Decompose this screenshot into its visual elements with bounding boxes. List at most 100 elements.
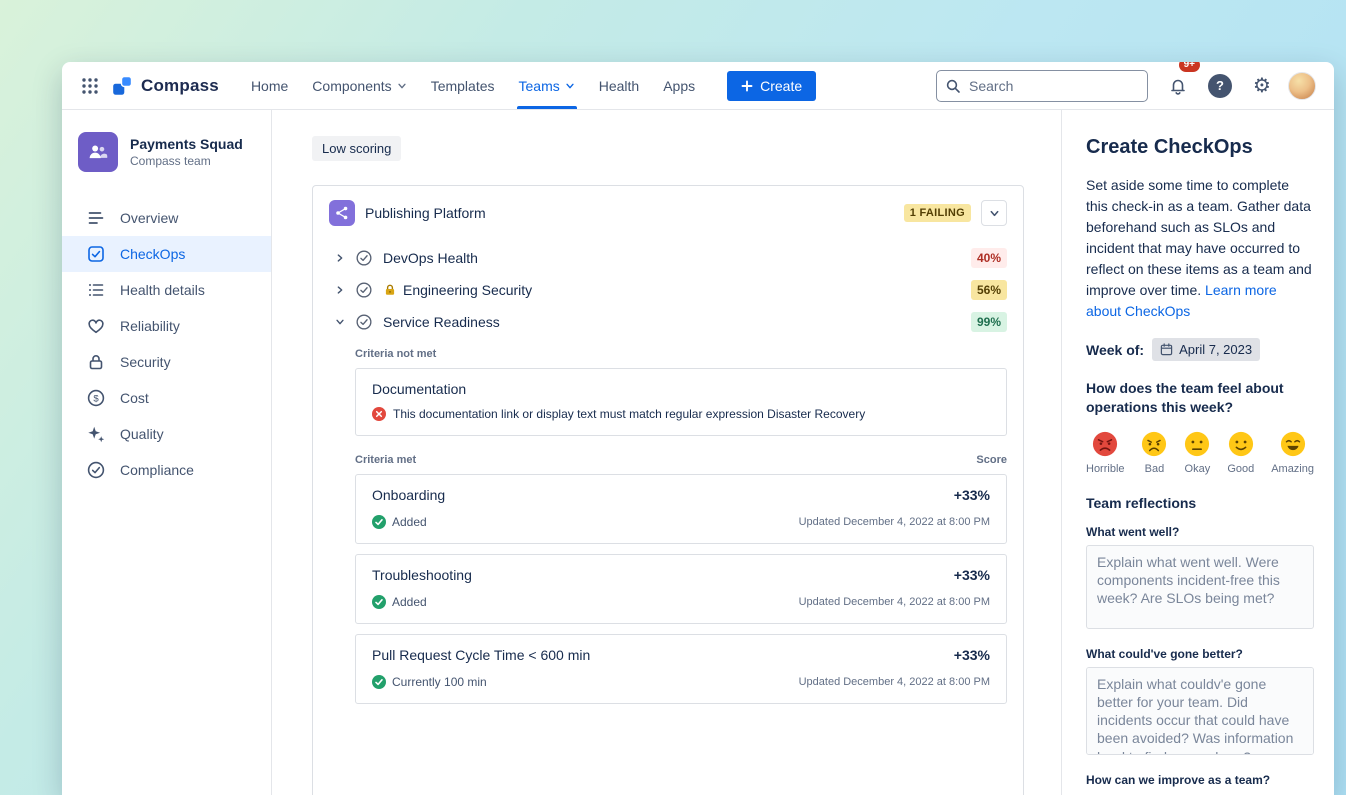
what-went-well-label: What went well? [1086,524,1180,539]
mood-amazing-icon [1280,431,1305,456]
compass-logo-icon [111,75,133,96]
main-content: Low scoring Publishing Platform 1 FAILIN… [272,110,1061,795]
what-could-be-better-label: What could've gone better? [1086,646,1243,661]
gold-lock-icon [385,284,395,295]
team-avatar [78,132,118,172]
failing-badge: 1 FAILING [903,203,971,223]
collapse-card-button[interactable] [981,200,1007,226]
lock-icon [89,355,103,370]
mood-okay-icon [1185,431,1210,456]
create-button[interactable]: Create [727,70,817,101]
scorecard-row-engineering-security[interactable]: Engineering Security 56% [329,276,1007,304]
criterion-score: +33% [953,487,990,503]
checkops-icon [88,246,104,262]
what-went-well-textarea[interactable] [1086,544,1314,629]
criterion-not-met-documentation: Documentation This documentation link or… [355,368,1007,436]
svg-text:$: $ [93,393,99,404]
notification-count-badge: 9+ [1178,62,1200,72]
nav-item-home[interactable]: Home [250,77,289,94]
mood-bad[interactable]: Bad [1141,431,1167,475]
nav-item-templates[interactable]: Templates [430,77,495,94]
nav-item-teams[interactable]: Teams [507,62,587,109]
app-window: Compass Home Components Templates Teams … [62,62,1334,795]
criterion-updated: Updated December 4, 2022 at 8:00 PM [798,596,990,608]
settings-button[interactable]: ⚙ [1246,70,1278,102]
sidebar: Payments Squad Compass team Overview Che… [62,110,272,795]
bell-icon [1171,79,1185,95]
notifications-button[interactable]: 9+ [1162,62,1200,102]
criteria-not-met-label: Criteria not met [355,348,437,360]
help-button[interactable]: ? [1204,70,1236,102]
sidebar-item-cost[interactable]: $ Cost [62,380,271,416]
learn-more-link[interactable]: Learn more about CheckOps [1086,282,1277,319]
chevron-right-icon [337,286,343,294]
panel-title: Create CheckOps [1086,136,1253,158]
date-picker-chip[interactable]: April 7, 2023 [1152,338,1261,361]
component-title[interactable]: Publishing Platform [365,205,486,221]
search-box [936,69,1148,102]
dollar-icon: $ [87,389,105,407]
nav-item-components[interactable]: Components [300,62,418,109]
sidebar-item-compliance[interactable]: Compliance [62,452,271,488]
chevron-down-icon [336,319,344,325]
overview-icon [88,212,104,224]
team-type: Compass team [130,154,211,168]
scorecard-row-service-readiness[interactable]: Service Readiness 99% [329,308,1007,336]
score-badge: 56% [970,279,1007,301]
sidebar-item-security[interactable]: Security [62,344,271,380]
panel-intro: Set aside some time to complete this che… [1086,177,1312,319]
list-icon [89,284,104,296]
component-card: Publishing Platform 1 FAILING [312,185,1024,795]
sidebar-item-health-details[interactable]: Health details [62,272,271,308]
what-could-be-better-textarea[interactable] [1086,666,1314,755]
sidebar-item-reliability[interactable]: Reliability [62,308,271,344]
criterion-message: This documentation link or display text … [393,407,866,421]
user-avatar[interactable] [1288,71,1316,100]
mood-okay[interactable]: Okay [1184,431,1210,475]
primary-nav: Home Components Templates Teams Health A… [239,62,707,109]
calendar-icon [1160,343,1173,356]
nav-item-health[interactable]: Health [598,77,640,94]
criterion-score: +33% [953,647,990,663]
criteria-met-label: Criteria met [355,454,417,466]
gear-icon: ⚙ [1253,74,1271,97]
grid-icon [82,77,98,94]
team-name: Payments Squad [130,136,243,152]
chevron-down-icon [398,83,406,88]
plus-icon [741,80,753,91]
nav-item-apps[interactable]: Apps [663,77,696,94]
app-switcher-button[interactable] [74,70,106,102]
mood-selector: Horrible Bad [1086,431,1314,475]
logo-wordmark: Compass [141,75,219,95]
team-people-icon [89,145,108,159]
score-badge: 40% [970,247,1007,269]
criterion-met-troubleshooting: Troubleshooting +33% Added U [355,554,1007,624]
sidebar-item-checkops[interactable]: CheckOps [62,236,271,272]
score-column-label: Score [976,454,1007,466]
sidebar-item-quality[interactable]: Quality [62,416,271,452]
mood-amazing[interactable]: Amazing [1271,431,1314,475]
sparkles-icon [88,426,105,443]
success-icon [372,515,386,529]
component-icon [329,200,355,226]
topbar: Compass Home Components Templates Teams … [62,62,1334,110]
criterion-score: +33% [953,567,990,583]
scorecard-icon [356,282,372,298]
help-icon: ? [1208,73,1232,98]
mood-horrible[interactable]: Horrible [1086,431,1125,475]
service-readiness-detail: Criteria not met Documentation This docu… [355,348,1007,704]
share-icon [336,206,348,220]
sidebar-item-overview[interactable]: Overview [62,200,271,236]
team-reflections-title: Team reflections [1086,494,1197,511]
scorecard-row-devops-health[interactable]: DevOps Health 40% [329,244,1007,272]
criterion-updated: Updated December 4, 2022 at 8:00 PM [798,516,990,528]
filter-chip-low-scoring[interactable]: Low scoring [312,136,402,161]
success-icon [372,595,386,609]
success-icon [372,675,386,689]
mood-bad-icon [1142,431,1167,456]
compass-logo[interactable]: Compass [110,74,219,98]
mood-good[interactable]: Good [1227,431,1254,475]
scorecard-icon [356,314,372,330]
scorecard-icon [356,250,372,266]
search-input[interactable] [936,69,1148,102]
